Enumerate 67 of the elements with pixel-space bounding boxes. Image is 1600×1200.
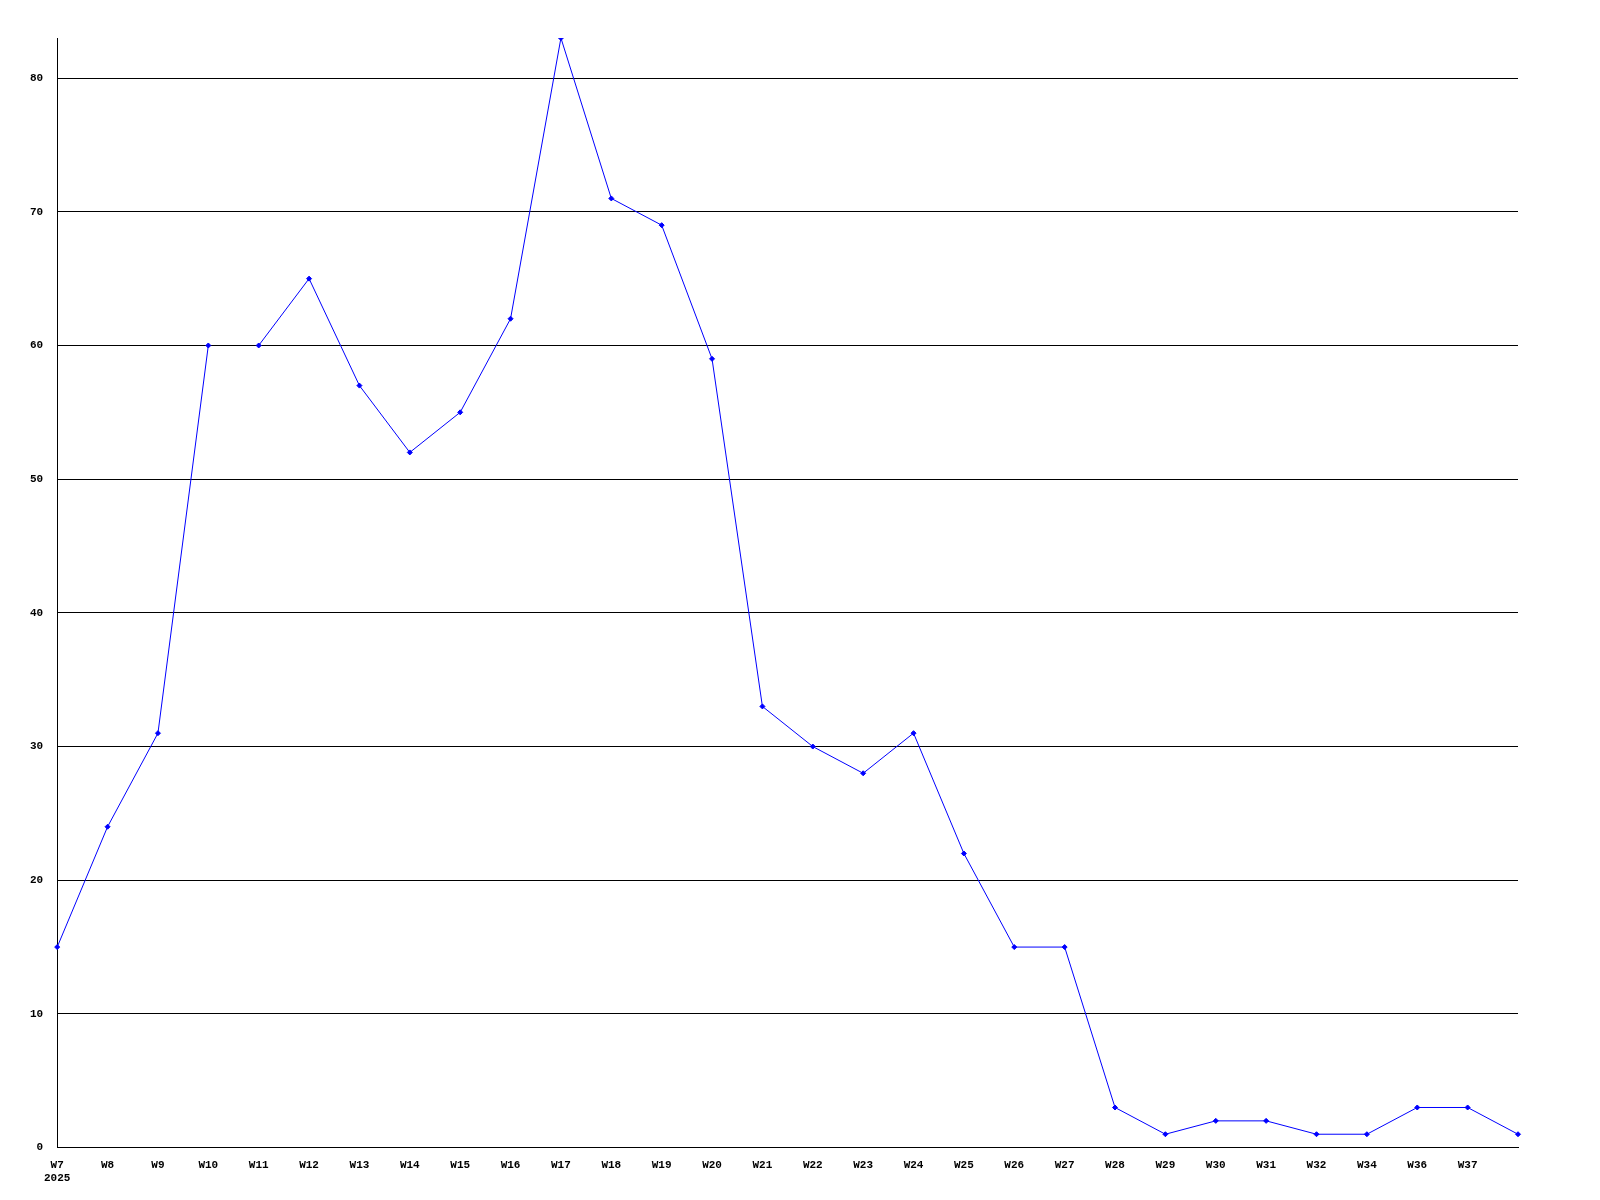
x-tick-label: W34 <box>1356 1158 1378 1171</box>
x-tick-label: W9 <box>151 1158 165 1171</box>
x-tick-label: W29 <box>1155 1158 1176 1171</box>
y-tick-label: 80 <box>30 71 44 84</box>
point <box>306 275 313 282</box>
x-tick-label: W37 <box>1457 1158 1478 1171</box>
x-tick-label: W28 <box>1105 1158 1126 1171</box>
y-tick-label: 60 <box>30 339 44 352</box>
y-tick-label: 30 <box>30 740 44 753</box>
x-tick-label: W18 <box>601 1158 622 1171</box>
point <box>1363 1131 1370 1138</box>
x-tick-label: W19 <box>651 1158 672 1171</box>
point <box>104 823 111 830</box>
point <box>1464 1104 1471 1111</box>
x-tick-label: W7 2025 <box>44 1158 71 1185</box>
x-tick-label: W36 <box>1407 1158 1428 1171</box>
point <box>759 703 766 710</box>
point <box>54 944 61 951</box>
x-tick-label: W21 <box>752 1158 773 1171</box>
point <box>255 342 262 349</box>
point <box>1112 1104 1119 1111</box>
point <box>860 770 867 777</box>
x-tick-label: W26 <box>1004 1158 1025 1171</box>
y-tick-label: 40 <box>30 606 44 619</box>
point <box>507 315 514 322</box>
x-tick-label: W24 <box>903 1158 924 1171</box>
x-tick-label: W11 <box>248 1158 269 1171</box>
point <box>1162 1131 1169 1138</box>
x-tick-label: W14 <box>399 1158 421 1171</box>
point <box>960 850 967 857</box>
point <box>709 355 716 362</box>
x-tick-label: W15 <box>450 1158 471 1171</box>
x-tick-label: W23 <box>853 1158 874 1171</box>
x-tick-label: W31 <box>1256 1158 1277 1171</box>
point <box>1515 1131 1521 1138</box>
point <box>205 342 212 349</box>
y-tick-label: 20 <box>30 873 44 886</box>
x-tick-label: W22 <box>802 1158 823 1171</box>
point <box>406 449 413 456</box>
x-tick-label: W27 <box>1054 1158 1075 1171</box>
point <box>608 195 615 202</box>
point <box>1061 944 1068 951</box>
point <box>809 743 816 750</box>
x-tick-label: W12 <box>299 1158 319 1171</box>
x-tick-label: W13 <box>349 1158 370 1171</box>
x-tick-label: W17 <box>551 1158 571 1171</box>
point <box>1313 1131 1320 1138</box>
point <box>1212 1117 1219 1124</box>
point <box>658 222 665 229</box>
x-tick-label: W32 <box>1306 1158 1327 1171</box>
x-tick-label: W10 <box>198 1158 219 1171</box>
x-tick-label: W30 <box>1205 1158 1226 1171</box>
y-tick-label: 70 <box>30 205 44 218</box>
point <box>356 382 363 389</box>
point <box>154 730 161 737</box>
y-tick-label: 10 <box>30 1007 44 1020</box>
point <box>1414 1104 1421 1111</box>
x-tick-label: W20 <box>702 1158 722 1171</box>
point <box>457 409 464 416</box>
point <box>910 730 917 737</box>
point <box>1263 1117 1270 1124</box>
y-tick-label: 0 <box>36 1141 44 1154</box>
x-tick-label: W25 <box>954 1158 975 1171</box>
x-tick-label: W16 <box>500 1158 521 1171</box>
x-tick-label: W8 <box>100 1158 115 1171</box>
point <box>1011 944 1018 951</box>
y-tick-label: 50 <box>30 472 44 485</box>
